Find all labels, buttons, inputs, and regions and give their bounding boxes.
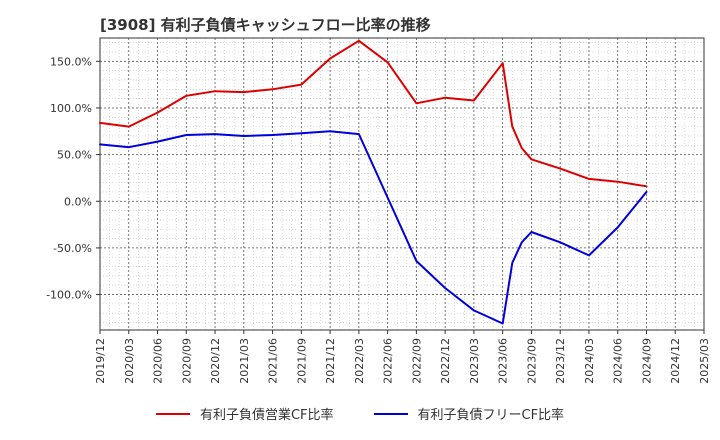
legend: 有利子負債営業CF比率 有利子負債フリーCF比率: [0, 404, 720, 423]
x-tick-label: 2023/06: [497, 338, 510, 384]
x-tick-label: 2024/03: [583, 338, 596, 384]
legend-swatch-free-cf: [373, 412, 408, 415]
chart-title: [3908] 有利子負債キャッシュフロー比率の推移: [100, 16, 431, 34]
x-tick-label: 2019/12: [94, 338, 107, 384]
y-tick-label: 150.0%: [50, 55, 92, 68]
x-tick-label: 2022/06: [382, 338, 395, 384]
y-tick-label: 0.0%: [64, 195, 92, 208]
x-tick-label: 2020/09: [180, 338, 193, 384]
x-tick-label: 2023/09: [525, 338, 538, 384]
x-tick-label: 2024/12: [669, 338, 682, 384]
x-tick-label: 2021/09: [295, 338, 308, 384]
legend-label-free-cf: 有利子負債フリーCF比率: [417, 408, 565, 423]
series-line-free-cf: [99, 130, 648, 325]
x-tick-label: 2021/03: [238, 338, 251, 384]
x-tick-label: 2022/12: [439, 338, 452, 384]
legend-swatch-operating-cf: [155, 412, 190, 415]
x-tick-label: 2022/09: [410, 338, 423, 384]
x-tick-label: 2022/03: [353, 338, 366, 384]
plot-frame: [99, 37, 705, 331]
series-line-operating-cf: [99, 39, 648, 188]
x-tick-label: 2020/12: [209, 338, 222, 384]
x-tick-label: 2023/03: [468, 338, 481, 384]
legend-item-free-cf: 有利子負債フリーCF比率: [373, 404, 565, 423]
x-tick-label: 2021/06: [267, 338, 280, 384]
y-tick-label: 100.0%: [50, 102, 92, 115]
y-tick-label: -100.0%: [46, 289, 92, 302]
x-tick-label: 2020/06: [152, 338, 165, 384]
x-tick-label: 2020/03: [123, 338, 136, 384]
x-tick-label: 2023/12: [554, 338, 567, 384]
legend-item-operating-cf: 有利子負債営業CF比率: [155, 404, 334, 423]
x-tick-label: 2021/12: [324, 338, 337, 384]
legend-label-operating-cf: 有利子負債営業CF比率: [199, 408, 334, 423]
y-tick-label: 50.0%: [57, 149, 92, 162]
x-tick-label: 2024/06: [612, 338, 625, 384]
x-tick-label: 2024/09: [640, 338, 653, 384]
y-tick-label: -50.0%: [53, 242, 92, 255]
x-tick-label: 2025/03: [698, 338, 711, 384]
